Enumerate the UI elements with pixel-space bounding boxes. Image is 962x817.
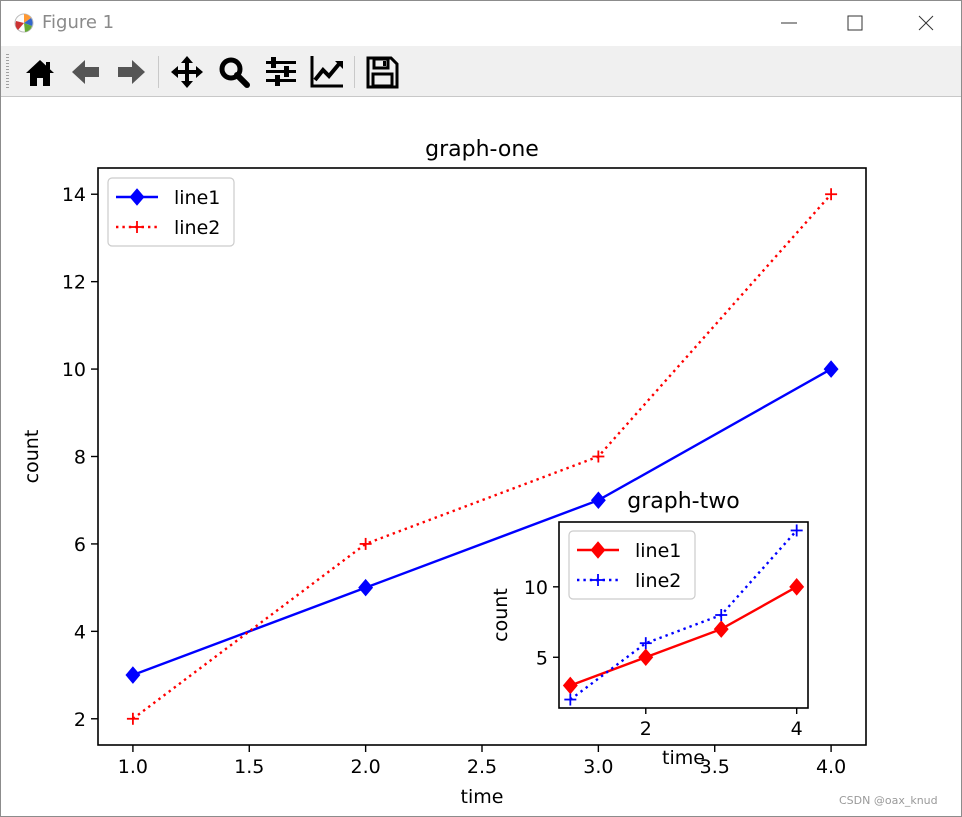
y-tick-label: 5 bbox=[536, 647, 548, 669]
edit-axis-button[interactable] bbox=[309, 54, 345, 90]
matplotlib-icon bbox=[14, 13, 34, 33]
data-point-line1 bbox=[590, 491, 606, 509]
zoom-button[interactable] bbox=[216, 54, 252, 90]
chart-title: graph-one bbox=[425, 137, 539, 162]
y-tick-label: 6 bbox=[74, 534, 86, 556]
legend: line1 line2 bbox=[107, 177, 235, 247]
configure-subplots-icon bbox=[266, 57, 296, 86]
y-tick-label: 2 bbox=[74, 709, 86, 731]
data-point-line1 bbox=[638, 648, 654, 667]
forward-button[interactable] bbox=[113, 54, 149, 90]
zoom-magnifier-icon bbox=[219, 57, 250, 88]
legend-marker-line1 bbox=[590, 541, 606, 559]
y-axis-label: count bbox=[21, 430, 43, 484]
window-title: Figure 1 bbox=[42, 12, 115, 33]
legend-marker-line2 bbox=[131, 221, 143, 233]
x-axis-label: time bbox=[461, 786, 504, 808]
y-tick-label: 14 bbox=[62, 184, 86, 206]
maximize-button[interactable] bbox=[833, 7, 877, 39]
back-arrow-icon bbox=[72, 60, 99, 84]
home-icon bbox=[26, 60, 54, 86]
pan-button[interactable] bbox=[169, 54, 205, 90]
x-tick-label: 4.0 bbox=[816, 756, 846, 778]
data-point-line2 bbox=[564, 693, 577, 706]
title-bar: Figure 1 bbox=[1, 1, 961, 45]
data-point-line2 bbox=[126, 712, 139, 725]
legend: line1 line2 bbox=[568, 530, 696, 600]
save-icon bbox=[366, 56, 399, 89]
back-button[interactable] bbox=[68, 54, 104, 90]
x-tick-label: 2 bbox=[640, 718, 652, 740]
x-tick-label: 2.5 bbox=[467, 756, 497, 778]
plot-area: 1.0 1.5 2.0 2.5 3.0 3.5 4.0 2 4 6 8 10 12 14 graph-one… bbox=[21, 137, 867, 808]
y-tick-label: 10 bbox=[62, 359, 86, 381]
minimize-icon bbox=[781, 22, 797, 24]
minimize-button[interactable] bbox=[767, 7, 811, 39]
legend-marker-line1 bbox=[129, 188, 145, 206]
toolbar-grip[interactable] bbox=[6, 54, 9, 88]
chart-title: graph-two bbox=[627, 489, 739, 514]
x-tick-label: 4 bbox=[791, 718, 803, 740]
x-tick-label: 1.5 bbox=[234, 756, 264, 778]
home-button[interactable] bbox=[22, 54, 58, 90]
data-point-line1 bbox=[823, 360, 839, 378]
close-button[interactable] bbox=[904, 7, 948, 39]
legend-label-line2: line2 bbox=[174, 217, 220, 239]
x-tick-label: 2.0 bbox=[351, 756, 381, 778]
y-axis-label: count bbox=[490, 588, 512, 642]
x-tick-label: 1.0 bbox=[118, 756, 148, 778]
maximize-icon bbox=[847, 15, 863, 31]
data-point-line2 bbox=[825, 188, 838, 201]
inset-axes: 2 4 5 10 graph-two time count line1 line2 bbox=[490, 489, 809, 769]
watermark: CSDN @oax_knud bbox=[839, 794, 938, 807]
y-tick-label: 12 bbox=[62, 272, 86, 294]
x-tick-label: 3.5 bbox=[700, 756, 730, 778]
legend-label-line1: line1 bbox=[635, 540, 681, 562]
x-axis-label: time bbox=[662, 747, 705, 769]
y-tick-label: 10 bbox=[524, 577, 548, 599]
legend-label-line1: line1 bbox=[174, 187, 220, 209]
series-line-line2 bbox=[569, 529, 798, 701]
data-point-line2 bbox=[639, 637, 652, 650]
save-button[interactable] bbox=[364, 54, 400, 90]
axes-frame bbox=[558, 521, 809, 709]
data-point-line1 bbox=[789, 578, 805, 596]
x-tick-label: 3.0 bbox=[583, 756, 613, 778]
data-point-line2 bbox=[592, 450, 605, 463]
data-point-line2 bbox=[715, 609, 728, 621]
y-tick-label: 8 bbox=[74, 447, 86, 469]
toolbar-separator bbox=[354, 56, 355, 88]
configure-subplots-button[interactable] bbox=[263, 54, 299, 90]
y-tick-label: 4 bbox=[74, 621, 86, 643]
data-point-line1 bbox=[125, 666, 141, 684]
navigation-toolbar bbox=[1, 46, 961, 97]
data-point-line2 bbox=[359, 537, 372, 550]
legend-label-line2: line2 bbox=[635, 570, 681, 592]
data-point-line2 bbox=[790, 524, 803, 537]
close-icon bbox=[918, 15, 934, 31]
pan-move-icon bbox=[171, 56, 203, 88]
data-point-line1 bbox=[562, 676, 578, 695]
toolbar-separator bbox=[158, 56, 159, 88]
figure-canvas[interactable]: 1.0 1.5 2.0 2.5 3.0 3.5 4.0 2 4 6 8 10 12 14 graph-one… bbox=[1, 97, 961, 816]
data-point-line1 bbox=[713, 620, 729, 638]
forward-arrow-icon bbox=[118, 60, 145, 84]
edit-axis-icon bbox=[310, 56, 343, 88]
series-line-line1 bbox=[132, 368, 832, 677]
legend-marker-line2 bbox=[592, 574, 604, 586]
data-point-line1 bbox=[358, 578, 374, 597]
